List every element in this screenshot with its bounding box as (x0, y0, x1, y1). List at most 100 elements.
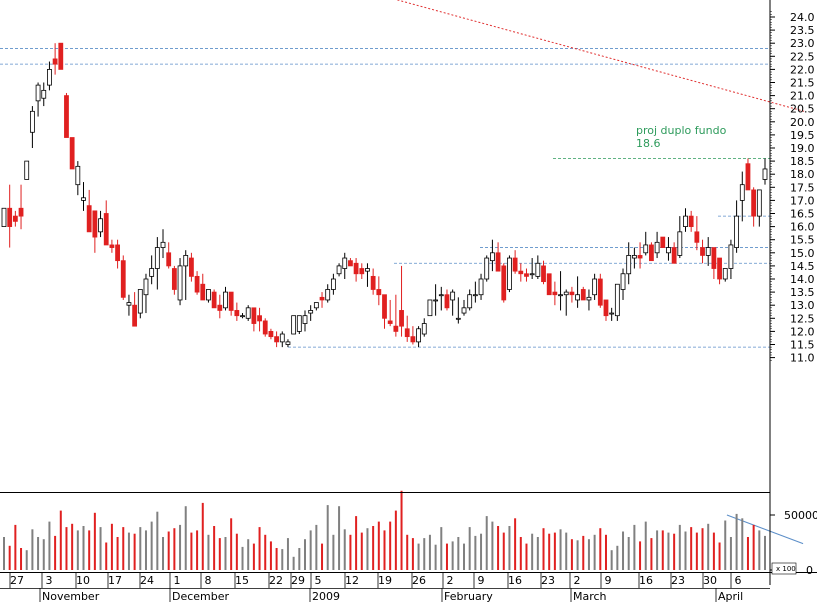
candle (92, 210, 98, 253)
horizontal-levels (0, 48, 770, 348)
candle-body (387, 320, 393, 324)
candle (308, 305, 314, 321)
candle-body (194, 275, 200, 293)
candle (756, 189, 762, 227)
candle (160, 229, 166, 259)
candle (353, 258, 359, 282)
volume-bar (480, 533, 483, 570)
day-tick-label: 3 (46, 574, 53, 587)
day-tick-label: 12 (345, 574, 359, 587)
volume-bar (485, 516, 488, 570)
candle (717, 257, 722, 285)
candles-layer (1, 42, 768, 348)
volume-bar (65, 527, 68, 570)
volume-bar (377, 521, 380, 570)
price-tick-label: 19.5 (790, 129, 815, 142)
volume-bar (292, 556, 295, 570)
candle (450, 289, 456, 316)
candle (348, 258, 353, 267)
price-tick-label: 20.5 (790, 103, 815, 116)
price-tick-label: 22.5 (790, 50, 815, 63)
candle-body (416, 328, 421, 343)
candle (58, 42, 64, 70)
candle-body (631, 255, 637, 259)
volume-bar (525, 543, 528, 570)
candle-body (427, 299, 433, 317)
candle-body (438, 294, 444, 297)
candle (69, 137, 75, 170)
candle (41, 82, 47, 107)
candle-body (393, 325, 399, 332)
price-tick-label: 18.0 (790, 168, 815, 181)
candle (296, 315, 302, 335)
volume-bar (474, 535, 477, 570)
candle (166, 242, 172, 269)
candle-body (86, 205, 92, 233)
volume-bar (93, 512, 96, 570)
volume-bar (383, 530, 386, 570)
price-tick-label: 23.0 (790, 37, 815, 50)
candle-body (490, 252, 495, 262)
price-tick-label: 15.5 (790, 234, 815, 247)
candle-body (410, 336, 416, 343)
volume-bar (42, 539, 45, 570)
volume-bar (559, 529, 562, 570)
candle (137, 289, 143, 319)
volume-bar (423, 538, 426, 570)
candle (671, 242, 677, 264)
candle (291, 315, 297, 335)
candle-body (569, 291, 575, 296)
volume-bar (20, 548, 23, 570)
volume-bar (162, 537, 165, 570)
day-tick-label: 22 (269, 574, 283, 587)
candle (688, 210, 694, 232)
candle (64, 92, 69, 138)
volume-bar (389, 521, 392, 570)
candle-body (115, 244, 120, 262)
candle-body (12, 215, 18, 222)
volume-bar (37, 537, 40, 570)
volume-bar (309, 530, 312, 570)
candle (370, 268, 376, 295)
candle-body (671, 247, 677, 264)
volume-bar (553, 532, 556, 570)
volume-bar (627, 537, 630, 570)
candle (257, 307, 262, 332)
candle (251, 307, 257, 332)
candle (149, 255, 155, 285)
candle (660, 236, 666, 248)
candle (86, 189, 92, 233)
candle-body (217, 304, 223, 311)
candle-body (52, 58, 58, 65)
candle-body (240, 315, 245, 318)
volume-bar (570, 539, 573, 570)
candle (524, 268, 529, 282)
candle (393, 294, 399, 337)
candle (541, 260, 546, 285)
candle (120, 255, 126, 300)
price-tick-label: 14.5 (790, 260, 815, 273)
candle-body (251, 307, 257, 324)
month-tick-label: November (42, 590, 100, 602)
volume-bar (514, 518, 517, 570)
volume-bar (127, 532, 130, 570)
candle (7, 184, 13, 248)
volume-bar (519, 537, 522, 570)
candle-body (137, 289, 143, 314)
day-tick-label: 9 (478, 574, 485, 587)
candle (12, 210, 18, 227)
candle-body (92, 210, 98, 238)
volume-bar (224, 537, 227, 570)
month-tick-label: February (444, 590, 493, 602)
volume-bar (247, 539, 250, 570)
day-tick-label: 6 (735, 574, 742, 587)
candle (586, 289, 592, 311)
volume-bar (712, 532, 715, 570)
candle (495, 242, 501, 272)
volume-bar (315, 524, 318, 570)
candle (143, 273, 149, 314)
volume-bar (582, 535, 585, 570)
candle (274, 331, 279, 348)
price-tick-label: 12.5 (790, 312, 815, 325)
day-tick-label: 27 (10, 574, 24, 587)
